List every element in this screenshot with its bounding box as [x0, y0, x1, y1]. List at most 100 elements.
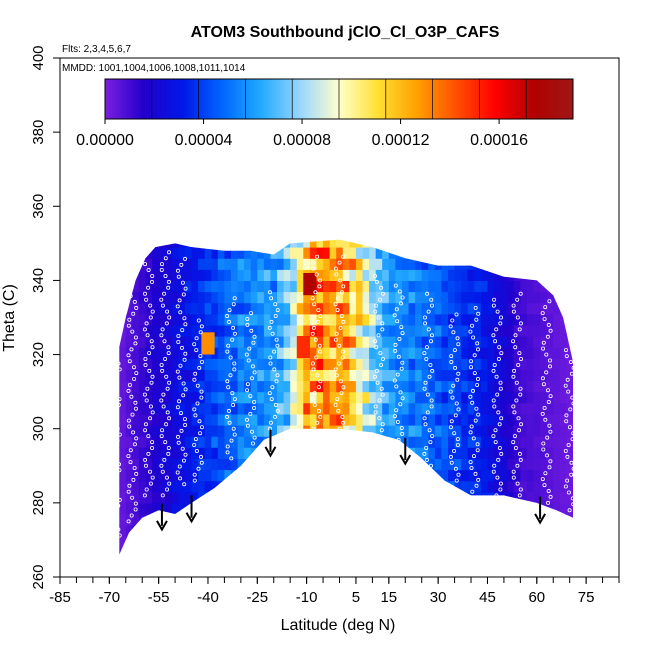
heatmap-cell [138, 302, 147, 315]
heatmap-cell [211, 358, 219, 370]
heatmap-cell [349, 247, 357, 259]
heatmap-cell [546, 258, 554, 270]
heatmap-cell [415, 302, 423, 315]
heatmap-cell [204, 369, 212, 382]
heatmap-cell [480, 413, 489, 426]
track-point [149, 339, 154, 344]
heatmap-cell [237, 269, 245, 281]
heatmap-cell [316, 525, 324, 537]
heatmap-cell [494, 291, 502, 304]
heatmap-cell [355, 336, 364, 348]
heatmap-cell [467, 324, 475, 337]
heatmap-cell [309, 491, 318, 504]
heatmap-cell [185, 525, 193, 537]
heatmap-cell [303, 358, 311, 370]
track-point [166, 285, 171, 290]
colorbar-cell [229, 79, 232, 119]
track-point [117, 497, 122, 502]
heatmap-cell [263, 469, 272, 482]
heatmap-cell [171, 258, 179, 270]
heatmap-cell [349, 313, 357, 326]
heatmap-cell [296, 269, 304, 281]
heatmap-cell [461, 391, 469, 404]
heatmap-cell [467, 436, 475, 448]
heatmap-cell [217, 436, 225, 448]
heatmap-cell [211, 239, 219, 248]
heatmap-cell [355, 347, 364, 359]
heatmap-cell [152, 547, 160, 555]
heatmap-cell [244, 302, 252, 315]
heatmap-cell [158, 247, 166, 259]
heatmap-cell [296, 447, 304, 459]
heatmap-cell [434, 291, 443, 304]
colorbar-cell [193, 79, 197, 119]
heatmap-cell [316, 458, 324, 471]
heatmap-cell [428, 291, 436, 304]
track-point [175, 434, 180, 439]
heatmap-cell [467, 358, 475, 370]
flight-track [422, 291, 435, 468]
track-point [517, 428, 522, 433]
track-point [250, 364, 255, 369]
track-point [274, 379, 279, 384]
heatmap-cell [211, 347, 219, 359]
track-point [150, 273, 155, 278]
heatmap-cell [388, 302, 396, 315]
heatmap-cell [362, 536, 370, 548]
heatmap-cell [546, 536, 554, 548]
heatmap-cell [336, 280, 344, 293]
colorbar-cell [530, 79, 534, 119]
track-point [494, 327, 499, 332]
heatmap-cell [395, 380, 403, 393]
heatmap-cell [408, 436, 416, 448]
heatmap-cell [408, 291, 416, 304]
heatmap-cell [171, 502, 179, 515]
track-point [270, 385, 275, 390]
heatmap-cell [355, 258, 364, 270]
track-point [131, 365, 136, 370]
heatmap-cell [454, 347, 462, 359]
heatmap-cell [559, 391, 567, 404]
track-point [498, 321, 503, 326]
track-point [376, 333, 381, 338]
track-point [455, 336, 460, 341]
heatmap-cell [336, 391, 344, 404]
heatmap-cell [132, 225, 139, 237]
heatmap-cell [250, 280, 258, 293]
heatmap-cell [158, 425, 166, 437]
heatmap-cell [323, 547, 331, 555]
heatmap-cell [362, 313, 370, 326]
track-point [571, 401, 576, 406]
heatmap-cell [138, 480, 147, 493]
track-point [115, 438, 120, 443]
heatmap-cell [500, 491, 508, 504]
heatmap-cell [454, 425, 462, 437]
heatmap-cell [323, 536, 331, 548]
heatmap-cell [178, 491, 186, 504]
track-point [232, 296, 237, 301]
heatmap-cell [501, 559, 508, 571]
heatmap-cell [316, 358, 324, 370]
colorbar-cell [561, 79, 565, 119]
heatmap-cell [540, 291, 548, 304]
track-point [183, 422, 188, 427]
track-point [428, 339, 433, 344]
track-point [565, 454, 570, 459]
heatmap-cell [224, 225, 231, 237]
heatmap-cell [263, 514, 272, 526]
heatmap-cell [198, 280, 206, 293]
track-point [548, 459, 553, 464]
track-point [183, 322, 188, 327]
heatmap-cell [428, 269, 436, 281]
track-point [373, 309, 378, 314]
track-point [566, 389, 571, 394]
heatmap-cell [513, 402, 521, 415]
heatmap-cell [480, 324, 489, 337]
colorbar-cell [474, 79, 478, 119]
heatmap-cell [428, 380, 436, 393]
heatmap-cell [125, 536, 133, 548]
heatmap-cell [441, 239, 449, 248]
heatmap-cell [540, 225, 547, 237]
heatmap-cell [244, 291, 252, 304]
heatmap-cell [231, 225, 238, 237]
